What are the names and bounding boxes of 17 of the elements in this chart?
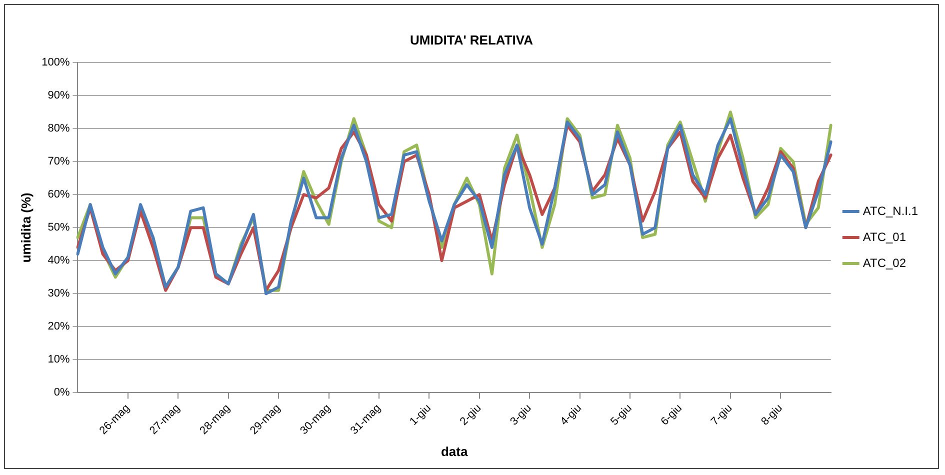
- y-tick-label: 90%: [48, 90, 70, 102]
- y-tick-label: 10%: [48, 354, 70, 366]
- y-axis-title: umidita (%): [18, 192, 34, 263]
- legend-label: ATC_01: [862, 230, 906, 244]
- y-tick-label: 70%: [48, 156, 70, 168]
- y-tick-label: 30%: [48, 288, 70, 300]
- legend-label: ATC_02: [862, 256, 906, 270]
- chart-title: UMIDITA' RELATIVA: [410, 32, 534, 48]
- legend-label: ATC_N.I.1: [862, 204, 918, 218]
- x-axis-title: data: [440, 444, 468, 459]
- y-tick-label: 100%: [42, 56, 70, 69]
- y-tick-label: 60%: [48, 188, 70, 201]
- y-tick-label: 0%: [54, 386, 70, 399]
- y-tick-label: 50%: [48, 222, 70, 234]
- y-tick-label: 20%: [48, 320, 70, 333]
- y-tick-label: 40%: [48, 254, 70, 267]
- y-tick-label: 80%: [48, 122, 70, 135]
